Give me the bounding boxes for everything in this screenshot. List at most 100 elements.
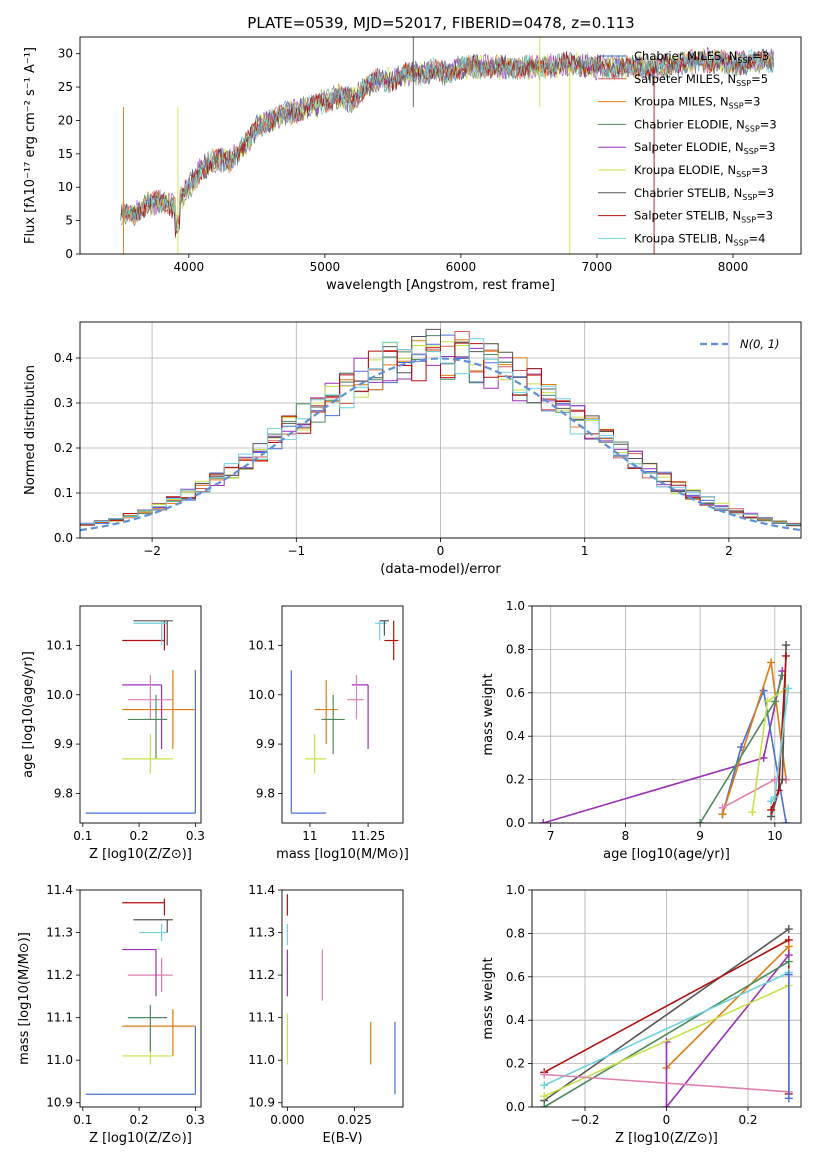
axes-frame <box>79 36 802 255</box>
weight-marker <box>767 797 776 806</box>
y-tick-label: 0.4 <box>54 351 73 365</box>
x-tick-label: 9 <box>696 829 704 843</box>
histogram-series <box>80 338 801 525</box>
spectrum-panel: 4000 5000 6000 7000 8000 0 5 10 15 20 25 30 waveleng… <box>23 36 802 293</box>
axes-frame <box>531 605 802 824</box>
spectrum-line <box>121 48 774 232</box>
x-tick-label: 6000 <box>446 260 477 274</box>
weight-marker <box>748 808 757 817</box>
gaussian-curve <box>80 357 801 532</box>
y-axis-label: mass weight <box>481 673 496 755</box>
legend-label: Kroupa ELODIE, NSSP=3 <box>634 163 768 179</box>
y-tick-label: 0.0 <box>506 816 525 830</box>
weight-marker <box>784 970 793 979</box>
y-tick-label: 0.4 <box>506 1013 525 1027</box>
y-tick-label: 5 <box>65 214 73 228</box>
x-tick-label: 8 <box>622 829 630 843</box>
x-tick-label: 8000 <box>718 260 749 274</box>
y-tick-label: 11.1 <box>46 1011 73 1025</box>
residuals-panel: −2 −1 0 1 2 0.0 0.1 0.2 0.3 0.4 (data-model)/error… <box>23 321 802 577</box>
weight-marker <box>770 697 779 706</box>
x-tick-label: 11 <box>302 829 317 843</box>
y-tick-label: 0.2 <box>506 773 525 787</box>
axes-frame <box>531 889 802 1108</box>
y-tick-label: 11.4 <box>46 883 73 897</box>
weight-marker <box>767 658 776 667</box>
y-tick-label: 0.8 <box>506 642 525 656</box>
y-tick-label: 0.2 <box>54 441 73 455</box>
age_vs_mass-panel: 11 11.25 9.8 9.9 10.0 10.1 mass [log10(M/M⊙)] <box>248 605 409 862</box>
weight-marker <box>784 684 793 693</box>
y-tick-label: 1.0 <box>506 883 525 897</box>
legend-label: N(0, 1) <box>740 337 780 351</box>
weight-line <box>543 960 790 1107</box>
y-tick-label: 30 <box>58 47 73 61</box>
weight-marker <box>782 819 791 823</box>
y-tick-label: 15 <box>58 147 73 161</box>
y-tick-label: 11.3 <box>46 926 73 940</box>
axes-frame <box>281 889 404 1108</box>
weight-line <box>543 928 790 1102</box>
y-tick-label: 11.4 <box>248 883 275 897</box>
axes-frame <box>79 605 202 824</box>
weight-marker <box>767 805 776 814</box>
age_vs_Z-panel: 0.1 0.2 0.3 9.8 9.9 10.0 10.1 Z [log10(Z/Z⊙)] ag… <box>21 605 205 862</box>
x-axis-label: Z [log10(Z/Z⊙)] <box>615 1131 718 1146</box>
axes-frame <box>79 889 202 1108</box>
y-axis-label: Flux [fλ10⁻¹⁷ erg cm⁻² s⁻¹ A⁻¹] <box>23 47 38 244</box>
x-tick-label: −1 <box>287 544 305 558</box>
x-tick-label: 0.2 <box>738 1113 757 1127</box>
weight-marker <box>540 1070 549 1079</box>
y-tick-label: 9.9 <box>256 737 275 751</box>
x-tick-label: 10 <box>767 829 782 843</box>
weight_vs_age-panel: 7 8 9 10 0.0 0.2 0.4 0.6 0.8 1.0 age [log10(age/yr… <box>481 599 802 862</box>
x-tick-label: −0.2 <box>570 1113 599 1127</box>
y-tick-label: 0.8 <box>506 926 525 940</box>
y-tick-label: 0.3 <box>54 396 73 410</box>
weight-marker <box>784 957 793 966</box>
weight-marker <box>539 819 548 823</box>
x-tick-label: 0.3 <box>186 829 205 843</box>
x-tick-label: 5000 <box>310 260 341 274</box>
spectrum-line <box>121 48 774 231</box>
legend-label: Chabrier STELIB, NSSP=3 <box>634 186 774 202</box>
x-axis-label: Z [log10(Z/Z⊙)] <box>89 1131 192 1146</box>
y-axis-label: Normed distribution <box>23 365 38 495</box>
y-tick-label: 0.1 <box>54 486 73 500</box>
x-tick-label: 0.3 <box>186 1113 205 1127</box>
y-tick-label: 0.0 <box>506 1100 525 1114</box>
axes-frame <box>79 321 802 539</box>
weight-marker <box>782 651 791 660</box>
x-axis-label: mass [log10(M/M⊙)] <box>276 847 409 862</box>
x-tick-label: 1 <box>581 544 589 558</box>
x-tick-label: 0 <box>663 1113 671 1127</box>
y-tick-label: 10.0 <box>46 688 73 702</box>
weight-line <box>543 971 790 1087</box>
weight-marker <box>540 1081 549 1090</box>
y-tick-label: 25 <box>58 80 73 94</box>
y-tick-label: 9.8 <box>256 786 275 800</box>
legend-label: Kroupa MILES, NSSP=3 <box>634 95 760 111</box>
y-tick-label: 0.0 <box>54 531 73 545</box>
y-tick-label: 0.6 <box>506 686 525 700</box>
y-tick-label: 11.2 <box>46 968 73 982</box>
legend-label: Salpeter STELIB, NSSP=3 <box>634 209 773 225</box>
x-axis-label: Z [log10(Z/Z⊙)] <box>89 847 192 862</box>
y-tick-label: 10.1 <box>46 638 73 652</box>
weight-marker <box>784 925 793 934</box>
plot-area: 4000 5000 6000 7000 8000051015202530waveleng… <box>17 36 802 1146</box>
y-tick-label: 10.1 <box>248 638 275 652</box>
y-tick-label: 0.6 <box>506 970 525 984</box>
figure-title: PLATE=0539, MJD=52017, FIBERID=0478, z=0… <box>247 14 634 32</box>
weight-marker <box>763 697 772 706</box>
x-axis-label: age [log10(age/yr)] <box>603 847 730 862</box>
weight-marker <box>770 792 779 801</box>
y-tick-label: 11.1 <box>248 1011 275 1025</box>
x-tick-label: −2 <box>143 544 161 558</box>
y-tick-label: 9.9 <box>54 737 73 751</box>
legend-label: Chabrier ELODIE, NSSP=3 <box>634 117 777 133</box>
weight-marker <box>784 1094 793 1103</box>
weight-marker <box>540 1103 549 1107</box>
x-tick-label: 0.2 <box>130 1113 149 1127</box>
